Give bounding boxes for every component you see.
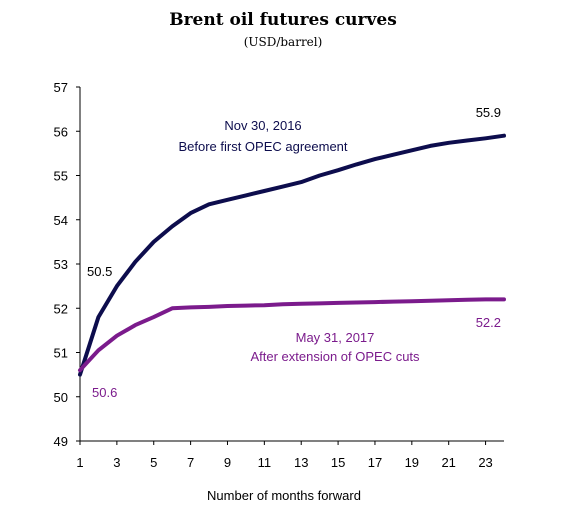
series-2-point [245, 304, 247, 307]
series-2-point [171, 307, 173, 310]
series-1-point [134, 260, 137, 263]
series-2-point [300, 303, 303, 305]
series-1-point [116, 285, 118, 287]
series-2-point [429, 299, 432, 302]
series-1-annotation: Nov 30, 2016 Before first OPEC agreement… [87, 105, 501, 279]
series-2-date-label: May 31, 2017 [296, 330, 375, 345]
x-tick-label: 7 [187, 455, 194, 470]
series-2-line [78, 297, 506, 373]
y-tick-label: 54 [54, 213, 68, 228]
series-2-point [374, 301, 376, 303]
series-1-point [79, 373, 81, 376]
series-2-point [263, 304, 266, 306]
series-1-point [392, 153, 395, 156]
x-tick-label: 15 [331, 455, 345, 470]
series-1-point [318, 174, 321, 177]
series-2-point [226, 305, 229, 307]
x-tick-label: 21 [441, 455, 455, 470]
x-tick-label: 19 [405, 455, 419, 470]
y-tick-label: 56 [54, 124, 68, 139]
y-axis-ticks: 49 50 51 52 53 54 55 56 57 [54, 80, 80, 449]
series-1-line [78, 133, 506, 377]
x-tick-label: 17 [368, 455, 382, 470]
series-1-start-value: 50.5 [87, 264, 112, 279]
x-tick-label: 9 [224, 455, 231, 470]
series-1-point [208, 203, 210, 206]
x-axis-label: Number of months forward [207, 488, 361, 503]
series-1-point [97, 316, 100, 318]
y-tick-label: 55 [54, 169, 68, 184]
series-2-point [392, 300, 395, 303]
series-1-desc-label: Before first OPEC agreement [178, 139, 347, 154]
series-2-point [318, 302, 321, 305]
series-2-point [411, 300, 413, 302]
series-2-point [281, 303, 284, 306]
chart-title: Brent oil futures curves [169, 10, 397, 30]
series-1-point [281, 185, 284, 188]
series-1-point [503, 134, 505, 137]
series-1-point [355, 163, 358, 166]
y-tick-label: 50 [54, 390, 68, 405]
x-tick-label: 23 [478, 455, 492, 470]
series-1-date-label: Nov 30, 2016 [224, 118, 301, 133]
y-tick-label: 49 [54, 434, 68, 449]
series-1-point [337, 169, 339, 171]
series-1-point [189, 212, 192, 214]
series-2-point [208, 306, 210, 308]
series-2-point [97, 349, 100, 352]
series-layer [78, 133, 506, 377]
series-2-point [355, 301, 358, 304]
series-2-point [447, 299, 450, 302]
series-2-point [337, 302, 339, 304]
x-tick-label: 1 [76, 455, 83, 470]
y-tick-label: 57 [54, 80, 68, 95]
series-2-point [189, 306, 192, 309]
x-tick-label: 13 [294, 455, 308, 470]
series-2-point [466, 299, 468, 301]
y-tick-label: 52 [54, 301, 68, 316]
series-1-point [300, 181, 303, 183]
series-2-start-value: 50.6 [92, 385, 117, 400]
y-tick-label: 51 [54, 346, 68, 361]
series-2-point [116, 334, 118, 337]
series-1-point [152, 241, 155, 243]
series-2-point [503, 298, 505, 301]
series-1-point [374, 158, 376, 160]
series-1-point [171, 225, 173, 228]
series-1-point [263, 190, 266, 192]
x-axis-ticks: 1 3 5 7 9 11 13 15 17 19 21 23 [76, 441, 493, 470]
series-2-annotation: May 31, 2017 After extension of OPEC cut… [92, 315, 501, 400]
series-2-point [134, 324, 137, 326]
series-1-point [484, 137, 487, 140]
chart-subtitle: (USD/barrel) [244, 35, 323, 49]
series-2-point [152, 316, 155, 318]
series-1-end-value: 55.9 [476, 105, 501, 120]
series-2-desc-label: After extension of OPEC cuts [250, 349, 420, 364]
series-2-point [79, 369, 81, 372]
series-1-point [411, 149, 413, 152]
x-tick-label: 11 [258, 455, 272, 470]
series-2-point [484, 298, 487, 301]
series-1-point [466, 139, 468, 142]
series-1-point [226, 199, 229, 201]
y-tick-label: 53 [54, 257, 68, 272]
series-1-point [447, 141, 450, 144]
series-1-point [429, 145, 432, 147]
series-2-end-value: 52.2 [476, 315, 501, 330]
x-tick-label: 3 [113, 455, 120, 470]
x-tick-label: 5 [150, 455, 157, 470]
series-1-point [245, 194, 247, 197]
